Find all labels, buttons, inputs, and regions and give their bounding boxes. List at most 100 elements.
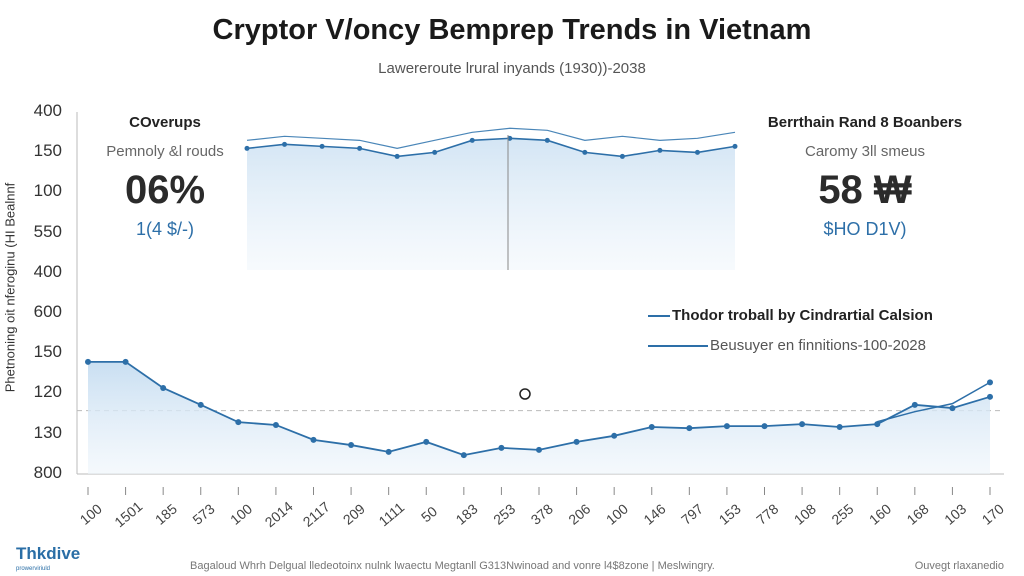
left-stat-value: 06% bbox=[124, 168, 206, 212]
inset-point bbox=[619, 153, 625, 159]
inset-point bbox=[657, 147, 663, 153]
data-point bbox=[310, 436, 317, 443]
data-point bbox=[987, 379, 993, 386]
brand-logo: Thkdive bbox=[16, 544, 81, 563]
y-tick-label: 600 bbox=[33, 302, 62, 321]
data-point bbox=[911, 401, 918, 408]
data-point bbox=[160, 384, 167, 391]
data-point bbox=[498, 444, 505, 451]
y-tick-label: 120 bbox=[33, 382, 62, 402]
footer-source: Ouvegt rlaxanedio bbox=[914, 560, 1004, 572]
data-point bbox=[197, 401, 204, 408]
data-point bbox=[761, 423, 768, 430]
data-point bbox=[723, 423, 730, 430]
right-stat-value: 58 ₩ bbox=[818, 168, 912, 212]
x-tick-label: 797 bbox=[678, 500, 706, 527]
inset-point bbox=[319, 143, 325, 149]
inset-point bbox=[507, 135, 513, 141]
x-tick-label: 209 bbox=[340, 500, 368, 527]
y-tick-label: 130 bbox=[33, 422, 62, 442]
data-point bbox=[348, 442, 355, 449]
data-point bbox=[686, 425, 693, 432]
inset-area bbox=[247, 138, 735, 270]
series-line-2 bbox=[877, 381, 991, 423]
y-tick-label: 150 bbox=[33, 141, 62, 161]
legend-label: Thodor troball by Cindrartial Calsion bbox=[672, 307, 933, 324]
x-tick-label: 108 bbox=[791, 500, 819, 527]
data-point bbox=[799, 421, 806, 428]
data-point bbox=[874, 421, 881, 428]
data-point bbox=[836, 423, 843, 430]
y-tick-label: 150 bbox=[33, 342, 62, 362]
x-tick-label: 100 bbox=[603, 500, 631, 527]
data-point bbox=[536, 446, 542, 453]
y-tick-label: 800 bbox=[33, 462, 62, 482]
data-point bbox=[611, 432, 618, 439]
series-area bbox=[88, 361, 990, 474]
inset-point bbox=[244, 145, 250, 151]
inset-point bbox=[432, 149, 438, 155]
inset-point bbox=[469, 137, 475, 143]
data-point bbox=[460, 452, 467, 459]
left-stat-heading: COverups bbox=[129, 114, 201, 131]
x-tick-label: 100 bbox=[227, 500, 255, 527]
legend-swatch bbox=[648, 314, 670, 317]
left-stat-sub: 1(4 $/-) bbox=[135, 219, 195, 239]
x-tick-label: 255 bbox=[828, 500, 856, 527]
x-tick-label: 168 bbox=[904, 500, 932, 527]
x-tick-label: 253 bbox=[490, 500, 518, 527]
inset-point bbox=[544, 137, 550, 143]
footer-text: Bagaloud Whrh Delgual lledeotoinx nulnk … bbox=[190, 560, 715, 572]
inset-point bbox=[582, 149, 588, 155]
y-tick-label: 400 bbox=[33, 261, 62, 281]
inset-point bbox=[357, 145, 363, 151]
x-tick-label: 1501 bbox=[111, 498, 145, 530]
legend-label: Beusuyer en finnitions-100-2028 bbox=[710, 337, 926, 354]
legend-item-2: Beusuyer en finnitions-100-2028 bbox=[648, 337, 926, 354]
x-tick-label: 183 bbox=[453, 500, 481, 527]
data-point bbox=[85, 358, 91, 365]
legend-swatch bbox=[648, 344, 708, 347]
data-point bbox=[272, 421, 279, 428]
x-tick-label: 2014 bbox=[262, 498, 296, 530]
x-tick-label: 206 bbox=[565, 500, 593, 527]
inset-point bbox=[394, 153, 400, 159]
right-stat-sub: $HO D1V) bbox=[823, 219, 907, 239]
left-stat-card: COverups Pemnoly &l rouds 06% 1(4 $/-) bbox=[80, 114, 250, 240]
data-point bbox=[122, 358, 129, 365]
legend-item-1: Thodor troball by Cindrartial Calsion bbox=[648, 307, 933, 324]
inset-line-lower bbox=[246, 137, 736, 158]
x-tick-label: 185 bbox=[152, 500, 180, 527]
y-tick-label: 400 bbox=[33, 101, 62, 120]
cursor-marker bbox=[519, 388, 531, 400]
inset-point bbox=[732, 143, 738, 149]
data-point bbox=[987, 393, 993, 400]
x-tick-label: 573 bbox=[189, 500, 217, 527]
x-tick-label: 103 bbox=[941, 500, 969, 527]
x-tick-label: 378 bbox=[528, 500, 556, 527]
left-stat-label: Pemnoly &l rouds bbox=[106, 143, 224, 160]
brand-logo-sub: prowerviriuld bbox=[16, 566, 51, 572]
x-tick-label: 50 bbox=[418, 503, 440, 525]
x-tick-label: 1111 bbox=[376, 499, 408, 529]
x-tick-label: 153 bbox=[716, 500, 744, 527]
data-point bbox=[423, 438, 430, 445]
data-point bbox=[648, 423, 655, 430]
inset-line-upper bbox=[246, 127, 736, 149]
chart-title: Cryptor V/oncy Bemprep Trends in Vietnam bbox=[212, 14, 812, 46]
inset-point bbox=[282, 141, 288, 147]
data-point bbox=[573, 438, 580, 445]
chart-subtitle: Lawereroute lrural inyands (1930))-2038 bbox=[378, 60, 646, 77]
x-tick-label: 170 bbox=[979, 500, 1007, 527]
x-tick-label: 100 bbox=[77, 500, 105, 527]
right-stat-label: Caromy 3ll smeus bbox=[804, 143, 926, 160]
right-stat-card: Berrthain Rand 8 Boanbers Caromy 3ll sme… bbox=[750, 114, 980, 240]
data-point bbox=[949, 405, 956, 412]
inset-point bbox=[694, 149, 700, 155]
data-point bbox=[385, 448, 392, 455]
data-point bbox=[235, 419, 242, 426]
x-tick-label: 160 bbox=[866, 500, 894, 527]
y-tick-label: 100 bbox=[33, 181, 62, 201]
right-stat-heading: Berrthain Rand 8 Boanbers bbox=[767, 114, 963, 131]
